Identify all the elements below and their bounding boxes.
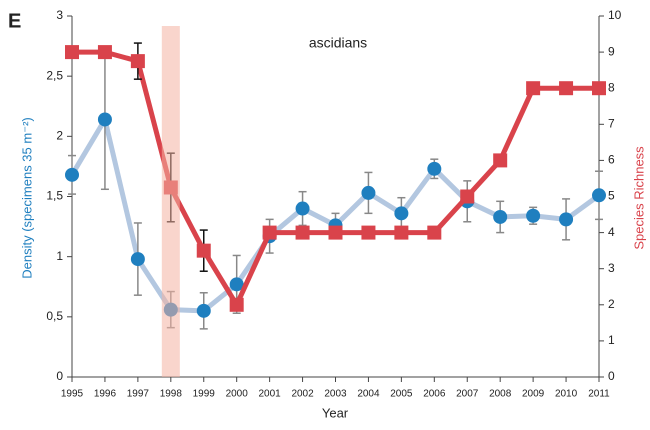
y-tick-label: 3 [56, 8, 63, 22]
x-tick-label: 2001 [259, 389, 282, 400]
highlight-band [161, 26, 180, 377]
y2-tick-label: 0 [608, 369, 615, 383]
data-point [295, 225, 310, 240]
x-axis-label: Year [322, 405, 349, 420]
y2-tick-label: 3 [608, 261, 615, 275]
data-point [526, 81, 541, 96]
data-point [592, 81, 606, 96]
data-point [328, 225, 343, 240]
x-tick-label: 1996 [94, 389, 117, 400]
chart-title: ascidians [309, 35, 367, 51]
y2-tick-label: 2 [608, 297, 615, 311]
data-point [493, 209, 508, 224]
data-point [196, 243, 211, 258]
x-tick-label: 2000 [226, 389, 249, 400]
data-point [196, 303, 211, 318]
data-point [262, 225, 277, 240]
y-tick-label: 1,5 [46, 189, 63, 203]
data-point [394, 206, 409, 221]
data-point [229, 277, 244, 292]
y2-tick-label: 4 [608, 225, 615, 239]
y2-tick-label: 7 [608, 116, 615, 130]
data-point [427, 225, 442, 240]
x-tick-label: 2006 [423, 389, 446, 400]
y2-tick-label: 10 [608, 8, 622, 22]
y-tick-label: 2,5 [46, 68, 63, 82]
x-tick-label: 2003 [324, 389, 347, 400]
x-tick-label: 1998 [160, 389, 183, 400]
y2-tick-label: 6 [608, 153, 615, 167]
data-point [361, 185, 376, 200]
y-tick-label: 0,5 [46, 309, 63, 323]
data-point [394, 225, 409, 240]
y2-tick-label: 1 [608, 333, 615, 347]
y-axis-label: Density (specimens 35 m⁻²) [19, 117, 34, 278]
data-point [97, 112, 112, 127]
data-point [65, 167, 79, 182]
data-point [592, 188, 606, 203]
y2-tick-label: 5 [608, 189, 615, 203]
data-point [97, 45, 112, 60]
y-tick-label: 1 [56, 249, 63, 263]
data-point [295, 201, 310, 216]
y-tick-label: 0 [56, 369, 63, 383]
x-tick-label: 2005 [390, 389, 413, 400]
series-line [72, 49, 599, 308]
x-tick-label: 1995 [61, 389, 84, 400]
y2-tick-label: 9 [608, 44, 615, 58]
x-tick-label: 1997 [127, 389, 150, 400]
data-point [559, 81, 574, 96]
data-point [65, 45, 79, 60]
data-point [526, 208, 541, 223]
x-tick-label: 2002 [291, 389, 314, 400]
panel-label: E [8, 10, 21, 32]
data-point [361, 225, 376, 240]
x-tick-label: 2011 [588, 389, 610, 400]
x-tick-label: 2008 [489, 389, 512, 400]
x-tick-label: 1999 [193, 389, 216, 400]
data-point [130, 252, 145, 267]
x-tick-label: 2007 [456, 389, 479, 400]
data-point [559, 212, 574, 227]
data-point [229, 297, 244, 312]
x-tick-label: 2009 [522, 389, 545, 400]
data-point [493, 153, 508, 168]
data-point [460, 189, 475, 204]
x-tick-label: 2004 [357, 389, 380, 400]
y-tick-label: 2 [56, 129, 63, 143]
y2-tick-label: 8 [608, 80, 615, 94]
data-point [130, 54, 145, 69]
x-tick-label: 2010 [555, 389, 578, 400]
data-point [427, 161, 442, 176]
y2-axis-label: Species Richness [631, 146, 646, 250]
